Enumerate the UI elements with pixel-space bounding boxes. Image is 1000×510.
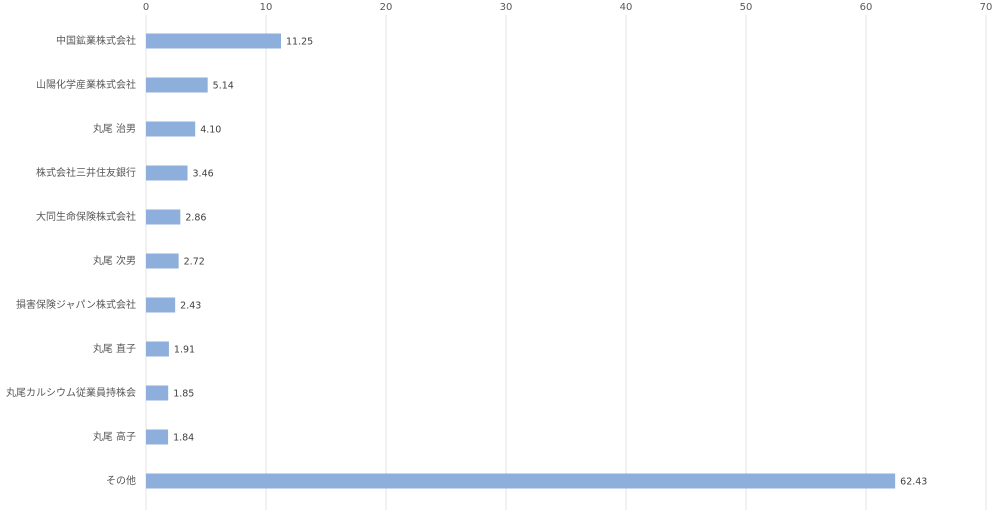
bar bbox=[146, 165, 188, 181]
bar bbox=[146, 473, 896, 489]
y-tick-label: 株式会社三井住友銀行 bbox=[36, 166, 136, 179]
x-tick-label: 40 bbox=[620, 2, 633, 13]
value-label: 11.25 bbox=[286, 37, 313, 48]
value-label: 2.86 bbox=[185, 213, 206, 224]
value-label: 2.72 bbox=[184, 257, 205, 268]
bar bbox=[146, 209, 181, 225]
bar bbox=[146, 341, 169, 357]
x-tick-label: 0 bbox=[143, 2, 149, 13]
y-tick-label: 損害保険ジャパン株式会社 bbox=[16, 298, 136, 311]
value-label: 1.84 bbox=[173, 433, 194, 444]
y-tick-label: 中国鉱業株式会社 bbox=[56, 34, 136, 47]
value-label: 1.91 bbox=[174, 345, 195, 356]
y-tick-label: 丸尾 高子 bbox=[93, 430, 136, 443]
x-tick-label: 10 bbox=[260, 2, 273, 13]
value-label: 5.14 bbox=[213, 81, 234, 92]
y-tick-label: その他 bbox=[106, 474, 136, 487]
x-tick-label: 70 bbox=[980, 2, 993, 13]
bar bbox=[146, 253, 179, 269]
x-tick-label: 50 bbox=[740, 2, 753, 13]
bar bbox=[146, 385, 169, 401]
bar bbox=[146, 297, 176, 313]
value-label: 2.43 bbox=[180, 301, 201, 312]
y-tick-label: 丸尾カルシウム従業員持株会 bbox=[6, 386, 136, 399]
y-tick-label: 山陽化学産業株式会社 bbox=[36, 78, 136, 91]
x-tick-label: 60 bbox=[860, 2, 873, 13]
value-label: 3.46 bbox=[193, 169, 214, 180]
bar bbox=[146, 33, 281, 49]
bar bbox=[146, 121, 196, 137]
value-label: 1.85 bbox=[173, 389, 194, 400]
y-tick-label: 丸尾 直子 bbox=[93, 342, 136, 355]
bar bbox=[146, 429, 169, 445]
value-label: 62.43 bbox=[900, 477, 927, 488]
x-tick-label: 30 bbox=[500, 2, 513, 13]
y-tick-label: 丸尾 治男 bbox=[93, 122, 136, 135]
value-label: 4.10 bbox=[200, 125, 221, 136]
x-tick-label: 20 bbox=[380, 2, 393, 13]
y-tick-label: 丸尾 次男 bbox=[93, 254, 136, 267]
y-tick-label: 大同生命保険株式会社 bbox=[36, 210, 136, 223]
bar bbox=[146, 77, 208, 93]
